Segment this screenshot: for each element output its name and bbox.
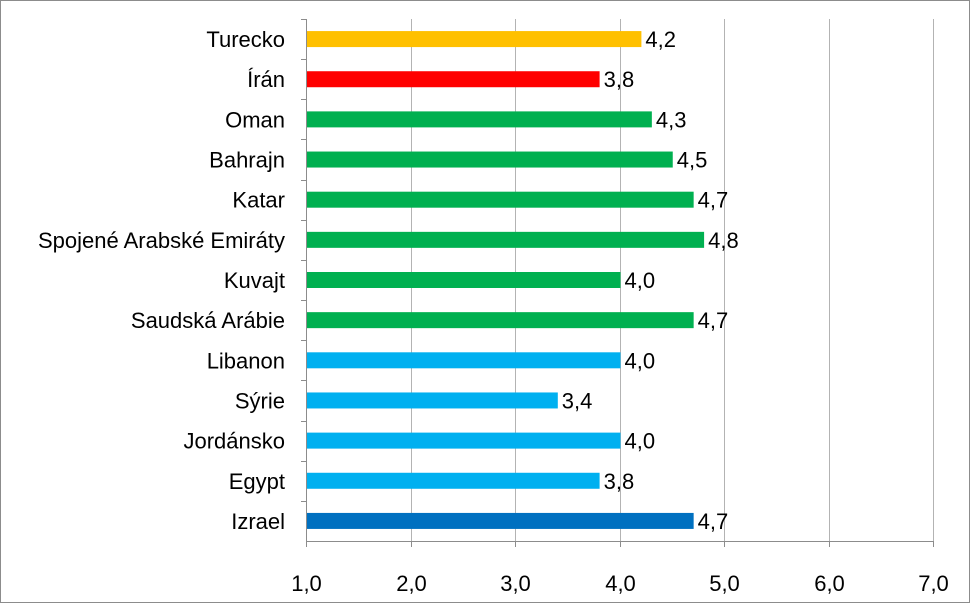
axes xyxy=(301,19,934,547)
x-tick-label: 2,0 xyxy=(396,571,427,596)
bar xyxy=(307,472,600,489)
category-label: Bahrajn xyxy=(209,148,285,173)
bars xyxy=(307,31,705,529)
data-label: 4,0 xyxy=(625,429,656,454)
bar xyxy=(307,392,558,409)
bar xyxy=(307,312,694,329)
x-tick-label: 5,0 xyxy=(709,571,740,596)
x-tick-label: 3,0 xyxy=(500,571,531,596)
bar xyxy=(307,272,621,288)
data-label: 4,7 xyxy=(698,188,729,213)
data-label: 3,8 xyxy=(604,469,635,494)
data-label: 4,8 xyxy=(708,228,739,253)
data-label: 4,3 xyxy=(656,107,687,132)
category-label: Izrael xyxy=(231,509,285,534)
bar xyxy=(307,231,705,248)
data-label: 4,5 xyxy=(677,148,708,173)
bar xyxy=(307,191,694,208)
x-tick-label: 6,0 xyxy=(814,571,845,596)
bar xyxy=(307,111,652,128)
data-label: 4,0 xyxy=(625,348,656,373)
category-label: Turecko xyxy=(206,27,285,52)
category-label: Jordánsko xyxy=(183,429,285,454)
data-label: 4,7 xyxy=(698,509,729,534)
bar xyxy=(307,352,621,369)
data-label: 4,0 xyxy=(625,268,656,293)
bar xyxy=(307,432,621,449)
category-label: Sýrie xyxy=(235,388,285,413)
category-label: Oman xyxy=(225,107,285,132)
data-label: 3,4 xyxy=(562,388,593,413)
category-label: Egypt xyxy=(229,469,285,494)
category-label: Libanon xyxy=(207,348,285,373)
category-label: Írán xyxy=(247,67,285,92)
category-label: Saudská Arábie xyxy=(131,308,285,333)
bar xyxy=(307,71,600,88)
labels: 1,0 2,0 3,0 4,0 5,0 6,0 7,0 Turecko 4,2 Írán 3,8 Om… xyxy=(38,27,949,596)
data-label: 4,2 xyxy=(645,27,676,52)
bar xyxy=(307,151,673,168)
data-label: 3,8 xyxy=(604,67,635,92)
x-tick-label: 7,0 xyxy=(918,571,949,596)
bar xyxy=(307,512,694,529)
category-label: Katar xyxy=(232,188,285,213)
data-label: 4,7 xyxy=(698,308,729,333)
category-label: Kuvajt xyxy=(224,268,285,293)
x-tick-label: 1,0 xyxy=(291,571,322,596)
bar xyxy=(307,31,642,48)
x-tick-label: 4,0 xyxy=(605,571,636,596)
category-label: Spojené Arabské Emiráty xyxy=(38,228,285,253)
